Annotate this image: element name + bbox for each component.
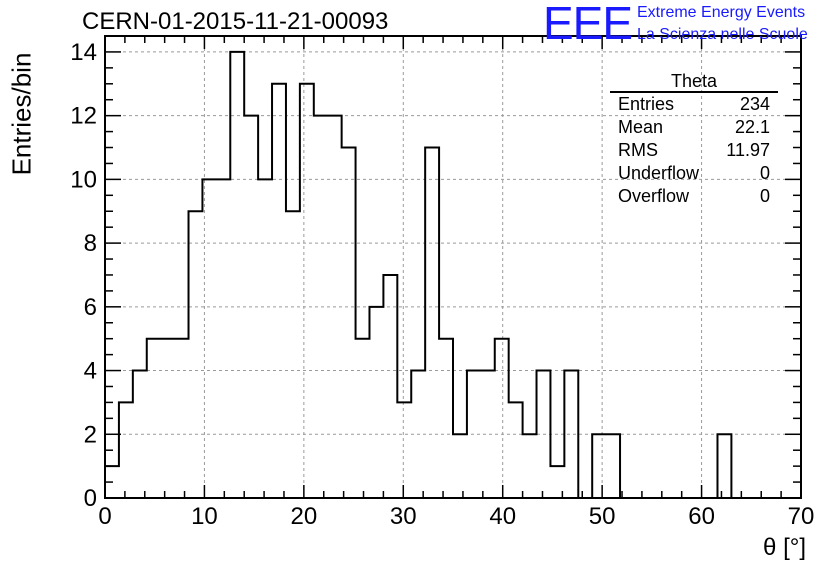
histogram-bin (439, 339, 453, 498)
histogram-bin (230, 52, 244, 498)
stats-row-underflow: Underflow 0 (610, 162, 778, 185)
histogram-bin (397, 402, 411, 498)
y-tick-label: 0 (84, 485, 97, 512)
x-tick-label: 20 (291, 503, 318, 530)
x-tick-label: 60 (688, 503, 715, 530)
histogram-bin (383, 275, 397, 498)
histogram-bin (119, 402, 133, 498)
y-tick-label: 4 (84, 358, 97, 385)
histogram-bin (147, 339, 161, 498)
histogram-bin (342, 148, 356, 498)
stats-row-overflow: Overflow 0 (610, 185, 778, 208)
y-tick-labels: 0 2 4 6 8 10 12 14 (70, 39, 97, 512)
x-tick-label: 40 (489, 503, 516, 530)
histogram-bin (286, 211, 300, 498)
x-tick-labels: 0 10 20 30 40 50 60 70 (98, 503, 814, 530)
histogram-bin (606, 434, 620, 498)
histogram-bin (161, 339, 175, 498)
stats-value: 22.1 (734, 117, 770, 137)
stats-value: 0 (759, 163, 770, 183)
stats-label: Entries (618, 94, 675, 114)
stats-box: Theta Entries 234 Mean 22.1 RMS 11.97 Un… (610, 72, 778, 208)
x-tick-label: 0 (98, 503, 111, 530)
histogram-bin (175, 339, 189, 498)
stats-label: Underflow (618, 163, 700, 183)
logo-line-1: Extreme Energy Events (637, 4, 806, 21)
histogram-bin (272, 84, 286, 498)
histogram-bin (189, 211, 203, 498)
stats-value: 11.97 (726, 140, 770, 160)
x-tick-label: 30 (390, 503, 417, 530)
stats-value: 234 (739, 94, 770, 114)
chart-title: CERN-01-2015-11-21-00093 (82, 8, 389, 35)
stats-row-rms: RMS 11.97 (610, 139, 778, 162)
histogram-bin (300, 84, 314, 498)
stats-row-mean: Mean 22.1 (610, 116, 778, 139)
histogram-bin (258, 179, 272, 498)
stats-value: 0 (759, 186, 770, 206)
stats-row-entries: Entries 234 (610, 93, 778, 116)
axis-ticks (104, 35, 802, 499)
x-tick-label: 70 (788, 503, 815, 530)
y-tick-label: 14 (70, 39, 97, 66)
stats-label: Overflow (618, 186, 690, 206)
histogram-bin (481, 371, 495, 498)
histogram-bin (133, 371, 147, 498)
histogram-bin (425, 148, 439, 498)
histogram-bin (356, 339, 370, 498)
eee-logo: EEE (543, 0, 633, 49)
x-tick-label: 50 (589, 503, 616, 530)
x-tick-label: 10 (191, 503, 218, 530)
histogram-bin (592, 434, 606, 498)
stats-label: RMS (618, 140, 658, 160)
histogram-bin (717, 434, 731, 498)
histogram-bin (564, 371, 578, 498)
x-axis-label: θ [°] (763, 534, 806, 561)
y-tick-label: 2 (84, 421, 97, 448)
histogram-bin (523, 434, 537, 498)
y-tick-label: 6 (84, 294, 97, 321)
plot-frame (104, 35, 802, 499)
histogram-bin (453, 434, 467, 498)
stats-label: Mean (618, 117, 664, 137)
y-tick-label: 10 (70, 166, 97, 193)
y-tick-label: 12 (70, 103, 97, 130)
stats-title: Theta (610, 72, 778, 93)
histogram-bin (216, 179, 230, 498)
histogram-bin (369, 307, 383, 498)
y-axis-label-text: Entries/bin (6, 52, 37, 176)
logo-line-2: La Scienza nelle Scuole (637, 26, 808, 43)
histogram-bin (495, 339, 509, 498)
y-tick-label: 8 (84, 230, 97, 257)
histogram-bin (509, 402, 523, 498)
